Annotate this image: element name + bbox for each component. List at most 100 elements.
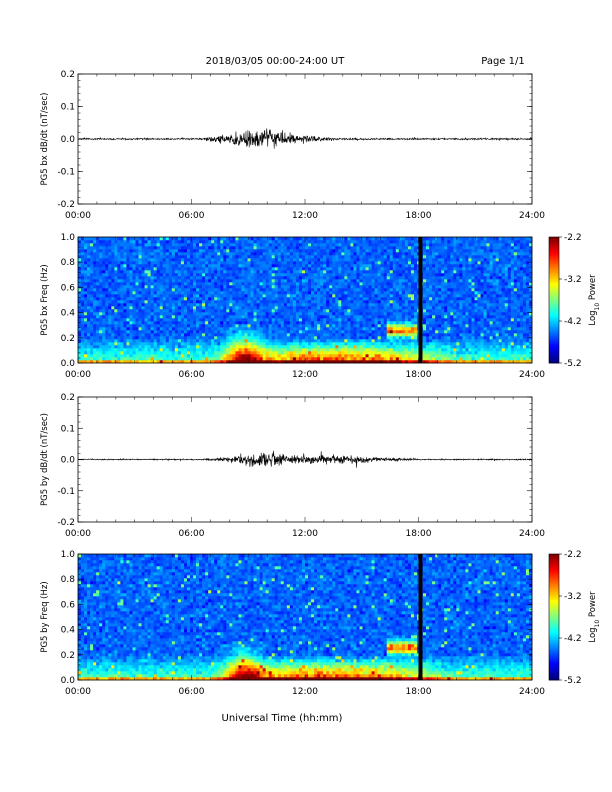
spectrogram-cell — [189, 339, 194, 343]
spectrogram-cell — [129, 351, 133, 355]
spectrogram-cell — [238, 255, 242, 259]
spectrogram-cell — [353, 336, 357, 340]
spectrogram-cell — [253, 282, 257, 286]
spectrogram-cell — [426, 300, 430, 304]
spectrogram-cell — [235, 249, 239, 253]
spectrogram-cell — [392, 321, 397, 325]
spectrogram-cell — [335, 330, 339, 334]
spectrogram-cell — [102, 264, 106, 268]
spectrogram-cell — [153, 267, 157, 271]
spectrogram-cell — [114, 279, 118, 283]
spectrogram-cell — [314, 279, 318, 283]
spectrogram-cell — [90, 342, 94, 346]
spectrogram-cell — [96, 267, 100, 271]
spectrogram-cell — [120, 261, 124, 265]
spectrogram-cell — [423, 255, 427, 259]
spectrogram-cell — [159, 288, 164, 292]
spectrogram-cell — [404, 357, 409, 361]
spectrogram-cell — [368, 300, 372, 304]
spectrogram-cell — [193, 285, 197, 289]
spectrogram-cell — [265, 333, 269, 337]
spectrogram-cell — [108, 324, 112, 328]
spectrogram-cell — [274, 291, 279, 295]
spectrogram-cell — [407, 309, 412, 313]
spectrogram-cell — [338, 342, 342, 346]
spectrogram-cell — [301, 321, 306, 325]
spectrogram-cell — [147, 342, 151, 346]
spectrogram-cell — [286, 351, 291, 355]
spectrogram-cell — [344, 288, 348, 292]
spectrogram-cell — [186, 246, 191, 250]
spectrogram-cell — [271, 300, 276, 304]
spectrogram-cell — [141, 339, 145, 343]
spectrogram-cell — [78, 309, 82, 313]
spectrogram-cell — [374, 345, 378, 349]
spectrogram-cell — [208, 342, 212, 346]
spectrogram-cell — [208, 237, 212, 241]
spectrogram-cell — [205, 258, 209, 262]
spectrogram-cell — [365, 324, 369, 328]
spectrogram-cell — [311, 336, 315, 340]
spectrogram-cell — [123, 264, 127, 268]
spectrogram-cell — [196, 249, 200, 253]
spectrogram-cell — [295, 354, 300, 358]
spectrogram-cell — [235, 246, 239, 250]
spectrogram-cell — [265, 309, 269, 313]
spectrogram-cell — [410, 360, 415, 364]
spectrogram-cell — [162, 264, 167, 268]
spectrogram-cell — [214, 261, 218, 265]
spectrogram-cell — [277, 279, 282, 283]
spectrogram-cell — [211, 360, 215, 364]
spectrogram-cell — [423, 252, 427, 256]
spectrogram-cell — [238, 237, 242, 241]
spectrogram-cell — [241, 327, 245, 331]
spectrogram-cell — [359, 270, 363, 274]
spectrogram-cell — [153, 321, 157, 325]
spectrogram-cell — [205, 330, 209, 334]
spectrogram-cell — [162, 357, 167, 361]
spectrogram-cell — [238, 249, 242, 253]
spectrogram-cell — [84, 342, 88, 346]
spectrogram-cell — [123, 285, 127, 289]
spectrogram-cell — [217, 342, 221, 346]
spectrogram-cell — [295, 237, 300, 241]
spectrogram-cell — [335, 303, 339, 307]
spectrogram-cell — [156, 249, 161, 253]
spectrogram-cell — [380, 273, 384, 277]
spectrogram-cell — [374, 300, 378, 304]
spectrogram-cell — [277, 324, 282, 328]
spectrogram-cell — [220, 303, 224, 307]
spectrogram-cell — [314, 285, 318, 289]
spectrogram-cell — [305, 330, 309, 334]
spectrogram-cell — [138, 351, 142, 355]
spectrogram-cell — [117, 300, 121, 304]
spectrogram-cell — [429, 354, 433, 358]
spectrogram-cell — [84, 345, 88, 349]
spectrogram-cell — [329, 354, 333, 358]
spectrogram-cell — [283, 291, 288, 295]
spectrogram-cell — [96, 300, 100, 304]
spectrogram-cell — [244, 354, 248, 358]
spectrogram-cell — [413, 309, 418, 313]
spectrogram-cell — [211, 318, 215, 322]
spectrogram-cell — [350, 339, 354, 343]
spectrogram-cell — [84, 279, 88, 283]
spectrogram-cell — [120, 330, 124, 334]
spectrogram-cell — [156, 321, 161, 325]
spectrogram-cell — [202, 348, 206, 352]
spectrogram-cell — [350, 351, 354, 355]
spectrogram-cell — [229, 240, 233, 244]
spectrogram-cell — [280, 351, 285, 355]
spectrogram-cell — [314, 288, 318, 292]
spectrogram-cell — [247, 267, 251, 271]
spectrogram-cell — [78, 261, 82, 265]
spectrogram-cell — [102, 348, 106, 352]
spectrogram-cell — [386, 276, 391, 280]
spectrogram-cell — [283, 252, 288, 256]
spectrogram-cell — [426, 288, 430, 292]
spectrogram-cell — [410, 303, 415, 307]
spectrogram-cell — [253, 315, 257, 319]
spectrogram-cell — [389, 315, 394, 319]
spectrogram-cell — [289, 267, 294, 271]
spectrogram-cell — [329, 342, 333, 346]
